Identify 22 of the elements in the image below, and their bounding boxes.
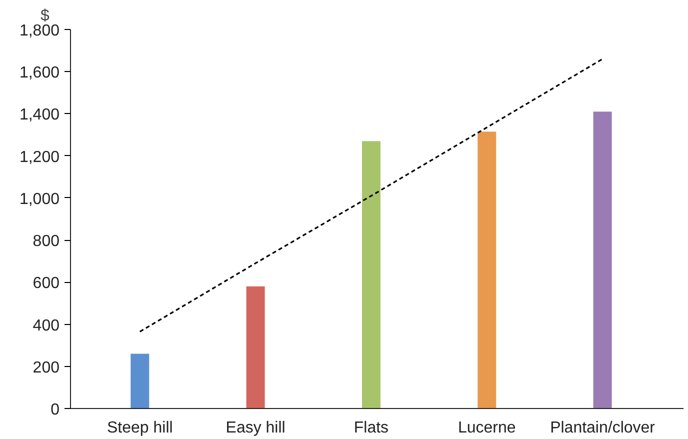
y-axis-title: $ <box>40 8 50 24</box>
y-tick-label: 1,000 <box>19 190 60 208</box>
bar <box>593 112 612 408</box>
bar <box>362 141 380 408</box>
bar <box>130 354 150 408</box>
y-tick-label: 600 <box>32 275 60 292</box>
y-tick-label: 1,400 <box>19 106 60 124</box>
x-tick-label: Flats <box>354 420 389 436</box>
y-tick-label: 1,200 <box>19 148 60 166</box>
bar <box>246 286 265 408</box>
y-tick-label: 200 <box>32 359 60 376</box>
bar <box>478 132 496 408</box>
y-tick-label: 1,800 <box>19 22 60 40</box>
x-tick-label: Lucerne <box>458 420 516 436</box>
line-series <box>139 58 604 332</box>
y-tick-label: 0 <box>50 402 60 418</box>
x-tick-label: Plantain/clover <box>550 420 656 436</box>
y-tick-label: 1,600 <box>19 64 60 82</box>
x-tick-label: Easy hill <box>226 420 286 436</box>
y-tick-label: 800 <box>32 233 60 250</box>
x-tick-label: Steep hill <box>106 420 173 436</box>
y-tick-label: 400 <box>32 317 60 334</box>
